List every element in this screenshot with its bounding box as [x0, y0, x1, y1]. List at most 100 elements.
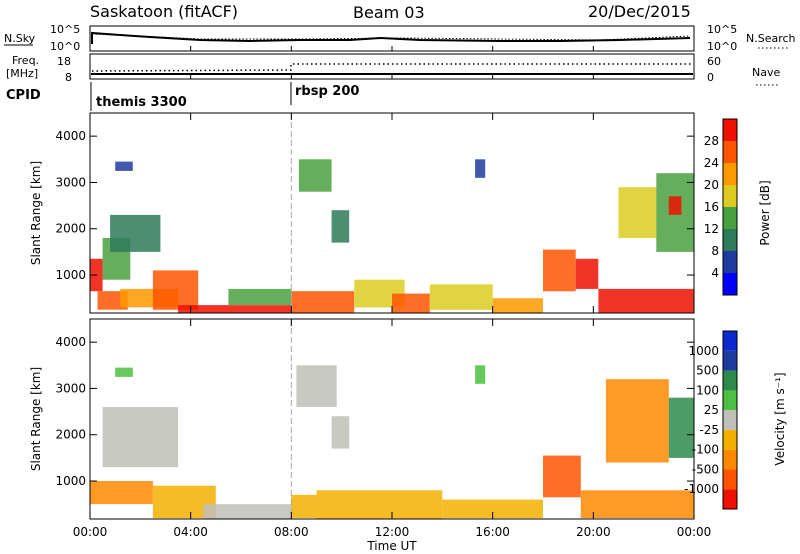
velocity-region-9 [475, 365, 486, 384]
velocity-colorbar-cell-7 [723, 350, 737, 371]
velocity-colorbar-tick-3: 25 [704, 403, 719, 417]
velocity-region-7 [331, 416, 350, 449]
power-colorbar-tick-1: 24 [704, 156, 719, 170]
time-axis-label: Time UT [366, 539, 417, 553]
power-colorbar-tick-6: 4 [711, 266, 719, 280]
power-colorbar-tick-4: 12 [704, 222, 719, 236]
velocity-region-6 [296, 365, 337, 407]
power-region-11 [331, 210, 350, 243]
time-tick-label-0: 00:00 [73, 525, 108, 539]
velocity-colorbar-tick-4: -25 [699, 423, 719, 437]
velocity-ytick-label-2: 3000 [55, 381, 86, 395]
beam-title: Beam 03 [353, 3, 425, 22]
power-colorbar-cell-3 [723, 207, 737, 229]
power-region-18 [575, 258, 599, 289]
time-tick-label-5: 20:00 [576, 525, 611, 539]
velocity-region-10 [442, 499, 543, 519]
power-ytick-label-3: 4000 [55, 129, 86, 143]
velocity-ytick-label-1: 2000 [55, 428, 86, 442]
power-region-14 [475, 159, 486, 178]
power-region-20 [618, 187, 657, 238]
velocity-colorbar-tick-0: 1000 [688, 344, 719, 358]
velocity-region-2 [115, 367, 133, 377]
velocity-colorbar-cell-3 [723, 429, 737, 450]
velocity-colorbar-label: Velocity [m s⁻¹] [773, 372, 787, 465]
velocity-colorbar: Velocity [m s⁻¹] 1000 500 100 25 -25 -100 -500… [684, 330, 787, 510]
nsearch-trace [91, 33, 691, 41]
nsky-label: N.Sky [4, 32, 36, 45]
velocity-colorbar-cell-0 [723, 489, 737, 509]
velocity-region-8 [316, 490, 443, 519]
time-tick-label-4: 16:00 [475, 525, 510, 539]
velocity-panel: Slant Range [km] [29, 318, 695, 520]
power-colorbar-tick-2: 20 [704, 178, 719, 192]
power-region-16 [492, 298, 543, 313]
velocity-region-4 [203, 504, 292, 519]
power-colorbar-label: Power [dB] [758, 180, 772, 245]
freq-unit-label: [MHz] [6, 67, 38, 80]
cpid-segment-1: themis 3300 [96, 95, 187, 110]
velocity-region-5 [291, 494, 317, 518]
power-region-22 [668, 196, 682, 215]
velocity-colorbar-tick-1: 500 [696, 364, 719, 378]
power-panel: Slant Range [km] [29, 112, 695, 314]
nsky-trace [91, 31, 691, 44]
velocity-region-13 [605, 379, 669, 463]
cpid-row: CPID themis 3300 rbsp 200 [6, 82, 359, 111]
power-marks [90, 113, 695, 313]
velocity-region-14 [668, 397, 694, 458]
power-region-13 [392, 293, 430, 313]
power-region-9 [291, 291, 355, 313]
velocity-colorbar-tick-7: -1000 [684, 482, 719, 496]
velocity-colorbar-cell-2 [723, 449, 737, 470]
power-region-3 [110, 214, 161, 252]
nsky-tick-bottom: 10^0 [50, 40, 80, 53]
nave-tick-bottom: 0 [707, 71, 714, 84]
velocity-colorbar-tick-2: 100 [696, 383, 719, 397]
velocity-region-12 [580, 490, 695, 519]
power-region-15 [429, 284, 493, 310]
freq-label: Freq. [12, 54, 39, 67]
power-colorbar-cell-1 [723, 251, 737, 273]
power-colorbar-cell-6 [723, 141, 737, 163]
velocity-colorbar-tick-5: -100 [692, 443, 719, 457]
velocity-colorbar-cell-4 [723, 410, 737, 430]
power-ytick-label-2: 3000 [55, 175, 86, 189]
nave-trace [91, 63, 693, 72]
velocity-ytick-label-3: 4000 [55, 335, 86, 349]
power-ylabel: Slant Range [km] [29, 161, 43, 265]
power-region-4 [115, 161, 133, 171]
nave-tick-top: 60 [707, 55, 721, 68]
power-colorbar: Power [dB] 28 24 20 16 12 8 4 [704, 118, 772, 296]
power-region-10 [298, 159, 332, 192]
freq-tick-bottom: 8 [65, 71, 72, 84]
time-tick-label-2: 08:00 [274, 525, 309, 539]
freq-tick-top: 18 [57, 55, 71, 68]
velocity-colorbar-cell-5 [723, 390, 737, 411]
date-title: 20/Dec/2015 [588, 2, 691, 21]
time-tick-label-1: 04:00 [173, 525, 208, 539]
nave-label: Nave [752, 66, 780, 79]
power-colorbar-cell-7 [723, 119, 737, 141]
power-region-1 [97, 291, 128, 310]
time-tick-label-6: 00:00 [677, 525, 712, 539]
power-region-19 [598, 288, 694, 313]
velocity-region-1 [102, 407, 179, 468]
velocity-colorbar-frame [722, 330, 738, 510]
cpid-label: CPID [6, 88, 41, 103]
power-colorbar-cell-5 [723, 163, 737, 185]
nsearch-tick-bottom: 10^0 [707, 40, 737, 53]
cpid-segment-2: rbsp 200 [295, 84, 359, 99]
power-region-17 [543, 249, 576, 292]
velocity-region-0 [90, 481, 153, 505]
nsky-tick-top: 10^5 [50, 23, 80, 36]
velocity-marks [90, 319, 695, 519]
power-colorbar-tick-5: 8 [711, 244, 719, 258]
power-colorbar-tick-3: 16 [704, 200, 719, 214]
nsearch-tick-top: 10^5 [707, 23, 737, 36]
power-region-6 [152, 270, 199, 310]
power-region-8 [228, 288, 292, 306]
noise-panel: N.Sky 10^5 10^0 10^5 10^0 N.Search [4, 23, 796, 53]
power-colorbar-cell-0 [723, 273, 737, 295]
